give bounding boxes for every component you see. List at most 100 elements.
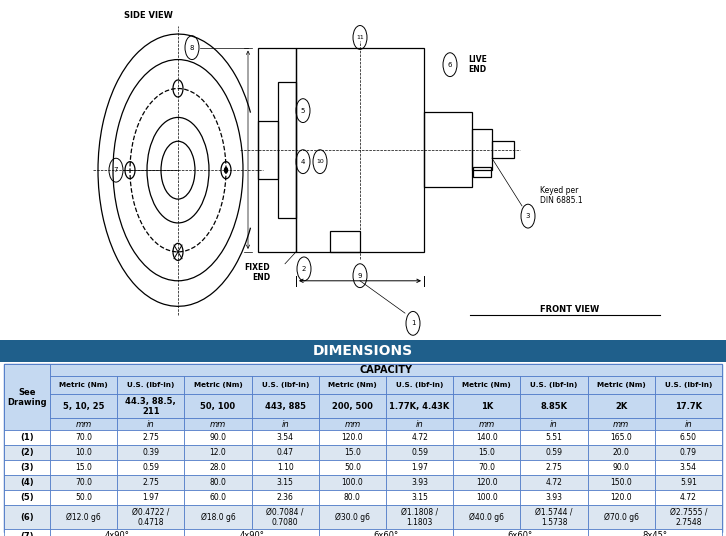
Text: 0.47: 0.47 — [277, 448, 294, 457]
Text: 8.85K: 8.85K — [540, 402, 568, 411]
Bar — [50, 445, 117, 460]
Bar — [587, 430, 655, 445]
Text: 15.0: 15.0 — [344, 448, 361, 457]
Bar — [184, 430, 252, 445]
Bar — [252, 460, 319, 475]
Bar — [4, 445, 50, 460]
Text: 1.10: 1.10 — [277, 463, 293, 472]
Bar — [252, 394, 319, 418]
Text: (2): (2) — [20, 448, 34, 457]
Text: 3.54: 3.54 — [680, 463, 697, 472]
Text: 120.0: 120.0 — [476, 478, 497, 487]
Text: See
Drawing: See Drawing — [7, 388, 46, 407]
Text: 50.0: 50.0 — [75, 493, 92, 502]
Bar — [655, 475, 722, 490]
Text: 100.0: 100.0 — [476, 493, 498, 502]
Text: (6): (6) — [20, 512, 34, 522]
Text: Ø18.0 g6: Ø18.0 g6 — [200, 512, 235, 522]
Text: 1.97: 1.97 — [411, 463, 428, 472]
Bar — [4, 430, 50, 445]
Text: 200, 500: 200, 500 — [332, 402, 373, 411]
Bar — [453, 460, 521, 475]
Text: Metric (Nm): Metric (Nm) — [462, 382, 511, 388]
Text: Metric (Nm): Metric (Nm) — [194, 382, 242, 388]
Text: 4x90°: 4x90° — [239, 532, 264, 536]
Bar — [50, 505, 117, 529]
Bar — [587, 529, 722, 536]
Text: 10: 10 — [316, 159, 324, 164]
Bar — [117, 445, 184, 460]
Text: (4): (4) — [20, 478, 34, 487]
Text: 6: 6 — [448, 62, 452, 68]
Bar — [50, 490, 117, 505]
Text: FRONT VIEW: FRONT VIEW — [540, 305, 599, 314]
Bar — [50, 475, 117, 490]
Bar — [184, 394, 252, 418]
Bar — [319, 529, 453, 536]
Bar — [453, 376, 521, 394]
Bar — [117, 505, 184, 529]
Text: Ø12.0 g6: Ø12.0 g6 — [66, 512, 101, 522]
Bar — [4, 529, 50, 536]
Bar — [655, 445, 722, 460]
Text: mm: mm — [210, 420, 226, 429]
Bar — [4, 364, 722, 532]
Text: Ø0.4722 /
0.4718: Ø0.4722 / 0.4718 — [132, 508, 169, 527]
Text: (7): (7) — [20, 532, 33, 536]
Bar — [453, 445, 521, 460]
Bar — [252, 445, 319, 460]
Text: U.S. (lbf-in): U.S. (lbf-in) — [127, 382, 174, 388]
Bar — [521, 475, 587, 490]
Bar — [319, 460, 386, 475]
Text: 8: 8 — [189, 44, 195, 50]
Bar — [117, 376, 184, 394]
Bar — [521, 418, 587, 430]
Bar — [655, 376, 722, 394]
Text: 5.91: 5.91 — [680, 478, 697, 487]
Text: in: in — [282, 420, 289, 429]
Text: 20.0: 20.0 — [613, 448, 629, 457]
Circle shape — [224, 168, 227, 173]
Bar — [655, 430, 722, 445]
Text: 9: 9 — [358, 273, 362, 279]
Text: FIXED
END: FIXED END — [245, 263, 270, 282]
Bar — [252, 430, 319, 445]
Bar — [319, 394, 386, 418]
Bar — [453, 418, 521, 430]
Text: U.S. (lbf-in): U.S. (lbf-in) — [396, 382, 444, 388]
Text: 80.0: 80.0 — [344, 493, 361, 502]
Text: U.S. (lbf-in): U.S. (lbf-in) — [530, 382, 578, 388]
Bar — [4, 475, 50, 490]
Text: mm: mm — [76, 420, 91, 429]
Text: mm: mm — [344, 420, 361, 429]
Bar — [319, 475, 386, 490]
Text: Ø40.0 g6: Ø40.0 g6 — [469, 512, 505, 522]
Bar — [50, 418, 117, 430]
Text: 70.0: 70.0 — [75, 478, 92, 487]
Text: 1.97: 1.97 — [142, 493, 159, 502]
Text: 15.0: 15.0 — [478, 448, 495, 457]
Text: mm: mm — [613, 420, 629, 429]
Text: Ø2.7555 /
2.7548: Ø2.7555 / 2.7548 — [669, 508, 707, 527]
Bar — [386, 430, 453, 445]
Bar — [655, 505, 722, 529]
Bar — [521, 505, 587, 529]
Bar — [587, 490, 655, 505]
Text: 0.39: 0.39 — [142, 448, 159, 457]
Bar — [521, 430, 587, 445]
Text: CAPACITY: CAPACITY — [359, 366, 412, 375]
Bar — [472, 129, 492, 170]
Text: 7: 7 — [114, 167, 118, 173]
Bar — [117, 394, 184, 418]
Text: 5: 5 — [301, 108, 305, 114]
Bar — [117, 430, 184, 445]
Bar — [184, 445, 252, 460]
Text: 4.72: 4.72 — [680, 493, 697, 502]
Bar — [386, 475, 453, 490]
Bar — [50, 364, 722, 376]
Text: 17.7K: 17.7K — [675, 402, 702, 411]
Bar — [319, 430, 386, 445]
Text: 5, 10, 25: 5, 10, 25 — [63, 402, 105, 411]
Text: 3.54: 3.54 — [277, 433, 294, 442]
Bar — [258, 48, 296, 252]
